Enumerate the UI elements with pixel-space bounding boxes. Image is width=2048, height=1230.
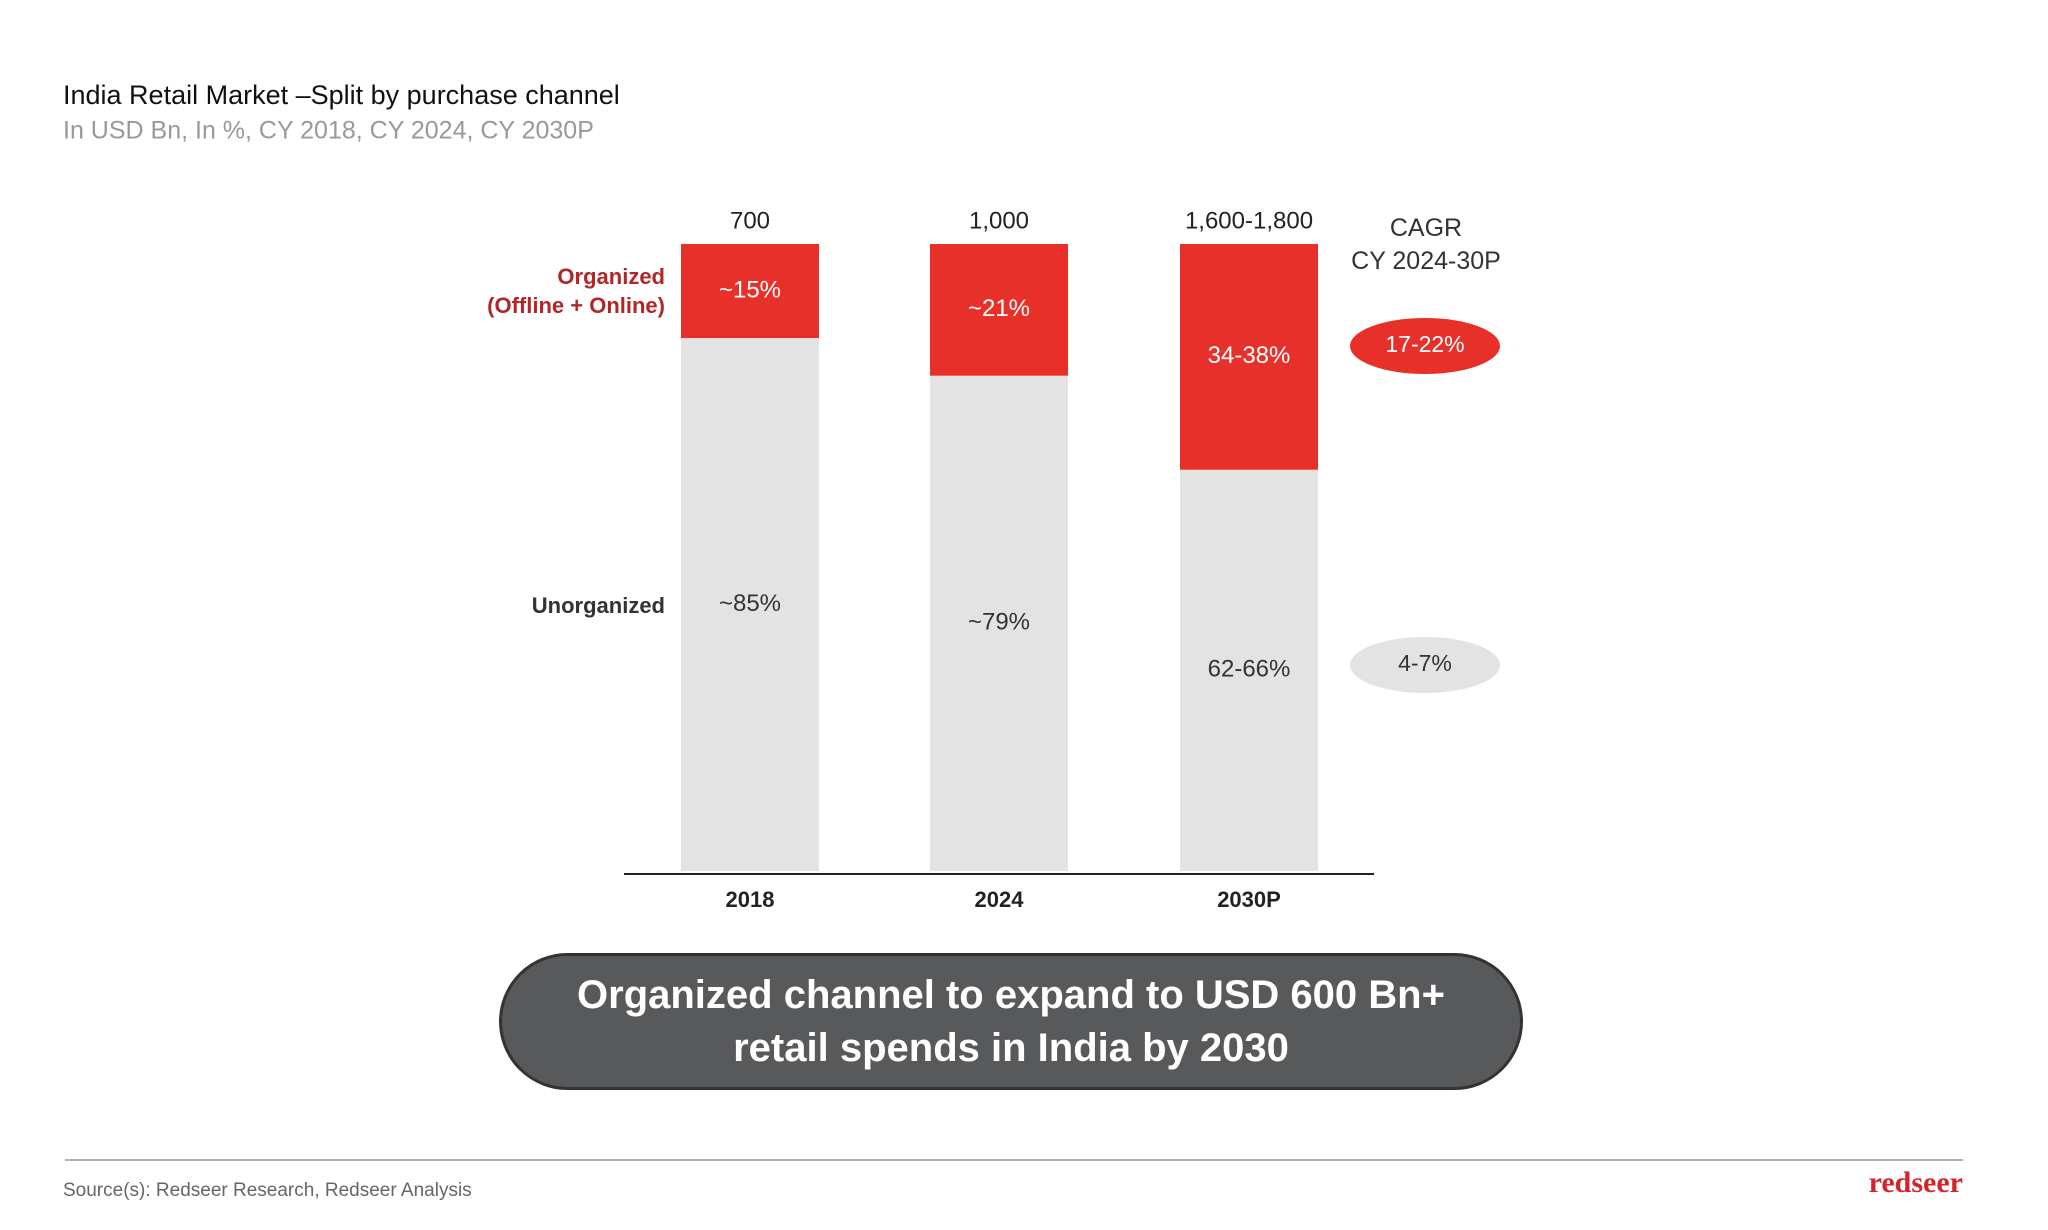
value-label: 34-38% — [1208, 342, 1291, 369]
cagr-title: CAGR CY 2024-30P — [1351, 214, 1501, 275]
total-label: 700 — [730, 207, 770, 234]
value-label: 62-66% — [1208, 656, 1291, 683]
value-label: ~85% — [719, 590, 781, 617]
x-tick-label: 2018 — [726, 887, 775, 912]
callout: Organized channel to expand to USD 600 B… — [499, 953, 1523, 1090]
bar-segment — [681, 338, 819, 871]
value-label: ~79% — [968, 609, 1030, 636]
total-label: 1,600-1,800 — [1185, 207, 1313, 234]
bar-segment — [930, 244, 1068, 376]
total-label: 1,000 — [969, 207, 1029, 234]
chart-subtitle: In USD Bn, In %, CY 2018, CY 2024, CY 20… — [63, 117, 594, 145]
bar-segment — [1180, 469, 1318, 871]
cagr-badge — [1350, 318, 1500, 374]
x-tick-label: 2030P — [1217, 887, 1281, 912]
series-label: Unorganized — [531, 593, 665, 618]
logo: redseer — [1869, 1166, 1963, 1199]
cagr-badge — [1350, 637, 1500, 693]
x-tick-label: 2024 — [975, 887, 1025, 912]
cagr-label: 17-22% — [1385, 331, 1464, 357]
bar-segment — [930, 375, 1068, 871]
source: Source(s): Redseer Research, Redseer Ana… — [63, 1180, 472, 1201]
cagr-label: 4-7% — [1398, 650, 1452, 676]
series-label: Organized (Offline + Online) — [487, 264, 665, 318]
value-label: ~15% — [719, 276, 781, 303]
chart-title: India Retail Market –Split by purchase c… — [63, 80, 620, 110]
bar-segment — [1180, 244, 1318, 470]
bar-segment — [681, 244, 819, 339]
value-label: ~21% — [968, 295, 1030, 322]
